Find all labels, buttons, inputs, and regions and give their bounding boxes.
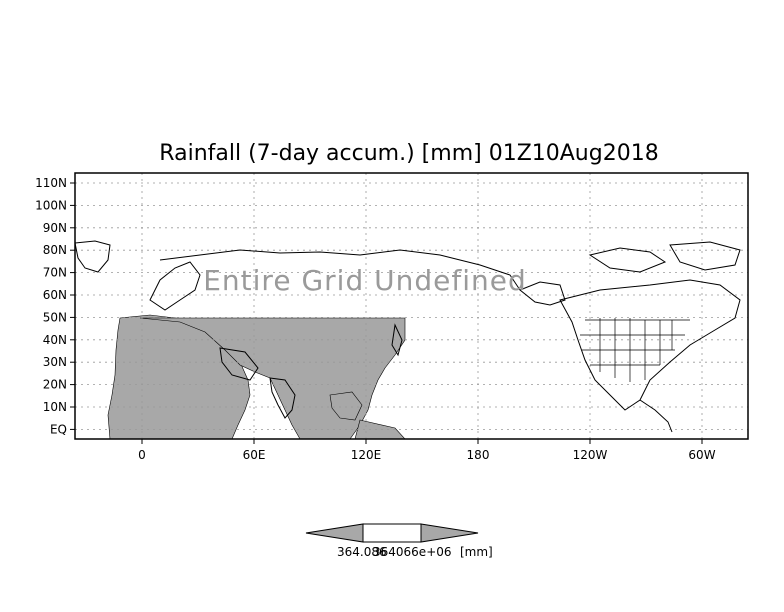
colorbar-left-triangle	[305, 523, 364, 543]
lon-tick-label: 180	[467, 448, 490, 462]
shaded-rainfall-region	[107, 314, 406, 439]
lon-tick-label: 60W	[688, 448, 715, 462]
lon-tick-label: 60E	[243, 448, 266, 462]
lat-tick-label: 100N	[35, 198, 67, 212]
lat-tick-label: 110N	[35, 176, 67, 190]
graticule	[75, 173, 748, 439]
lat-tick-label: 10N	[43, 400, 67, 414]
latitude-axis: 110N 100N 90N 80N 70N 60N 50N 40N 30N 20N 10N EQ	[35, 176, 75, 436]
lon-tick-label: 120W	[573, 448, 608, 462]
lat-tick-label: 40N	[43, 333, 67, 347]
colorbar-center-box	[362, 523, 422, 543]
map-frame	[74, 172, 749, 440]
lon-tick-label: 0	[138, 448, 146, 462]
colorbar-label-unit: [mm]	[460, 545, 493, 559]
us-state-boundaries	[580, 318, 690, 382]
colorbar-right-triangle	[420, 523, 479, 543]
lat-tick-label: 50N	[43, 310, 67, 324]
lat-tick-label: 30N	[43, 355, 67, 369]
lat-tick-label: EQ	[50, 422, 67, 436]
lat-tick-label: 80N	[43, 243, 67, 257]
map-title: Rainfall (7-day accum.) [mm] 01Z10Aug201…	[159, 141, 658, 166]
coastlines	[75, 240, 741, 433]
undefined-grid-overlay: Entire Grid Undefined	[203, 264, 527, 297]
lat-tick-label: 70N	[43, 266, 67, 280]
longitude-axis: 0 60E 120E 180 120W 60W	[138, 439, 716, 462]
colorbar: 364.086 364066e+06 [mm]	[305, 523, 493, 559]
lon-tick-label: 120E	[351, 448, 382, 462]
colorbar-label-mid: 364066e+06	[373, 545, 452, 559]
colorbar-label-left: 364.086	[337, 545, 387, 559]
lat-tick-label: 60N	[43, 288, 67, 302]
lat-tick-label: 90N	[43, 221, 67, 235]
map-plot-area: Entire Grid Undefined	[75, 173, 748, 439]
lat-tick-label: 20N	[43, 378, 67, 392]
